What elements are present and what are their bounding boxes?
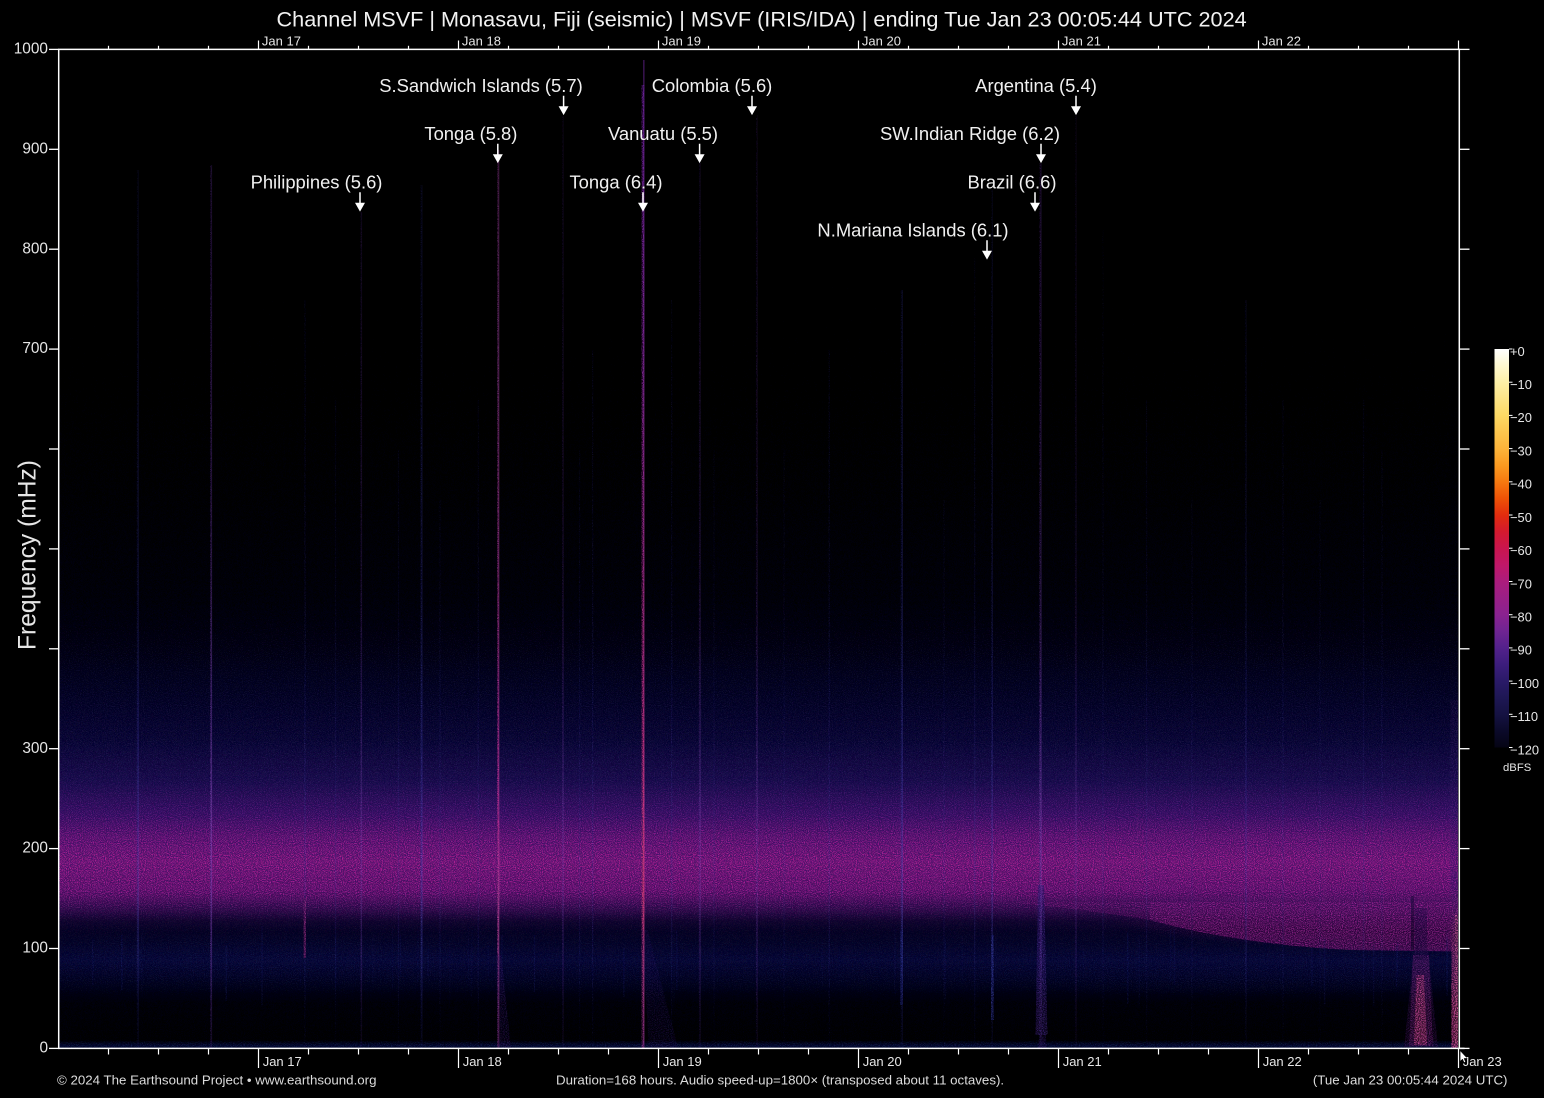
svg-text:−120: −120 bbox=[1510, 742, 1539, 757]
svg-text:© 2024 The Earthsound Project: © 2024 The Earthsound Project • www.eart… bbox=[57, 1073, 376, 1088]
svg-text:Jan 17: Jan 17 bbox=[262, 34, 301, 49]
svg-text:Jan 19: Jan 19 bbox=[663, 1054, 702, 1069]
svg-text:Jan 22: Jan 22 bbox=[1263, 1054, 1302, 1069]
svg-text:Duration=168 hours. Audio spee: Duration=168 hours. Audio speed-up=1800×… bbox=[556, 1073, 1004, 1088]
svg-text:Jan 20: Jan 20 bbox=[863, 1054, 902, 1069]
svg-text:Jan 21: Jan 21 bbox=[1062, 34, 1101, 49]
svg-text:Jan 21: Jan 21 bbox=[1063, 1054, 1102, 1069]
svg-text:800: 800 bbox=[22, 240, 48, 257]
svg-text:200: 200 bbox=[22, 840, 48, 857]
svg-text:Brazil (6.6): Brazil (6.6) bbox=[968, 172, 1057, 193]
svg-text:Jan 22: Jan 22 bbox=[1262, 34, 1301, 49]
svg-text:Jan 20: Jan 20 bbox=[862, 34, 901, 49]
svg-text:Tonga (5.8): Tonga (5.8) bbox=[424, 123, 517, 144]
svg-text:+0: +0 bbox=[1510, 344, 1525, 359]
svg-text:Jan 18: Jan 18 bbox=[463, 1054, 502, 1069]
svg-text:Jan 17: Jan 17 bbox=[263, 1054, 302, 1069]
svg-text:dBFS: dBFS bbox=[1503, 762, 1532, 774]
svg-text:−20: −20 bbox=[1510, 410, 1532, 425]
svg-text:−80: −80 bbox=[1510, 610, 1532, 625]
svg-text:300: 300 bbox=[22, 740, 48, 757]
svg-text:S.Sandwich Islands (5.7): S.Sandwich Islands (5.7) bbox=[379, 75, 582, 96]
svg-text:(Tue Jan 23 00:05:44 2024 UTC): (Tue Jan 23 00:05:44 2024 UTC) bbox=[1313, 1073, 1508, 1088]
svg-text:−100: −100 bbox=[1510, 676, 1539, 691]
svg-text:N.Mariana Islands (6.1): N.Mariana Islands (6.1) bbox=[817, 220, 1008, 241]
svg-text:−90: −90 bbox=[1510, 643, 1532, 658]
svg-text:−70: −70 bbox=[1510, 576, 1532, 591]
svg-text:Frequency (mHz): Frequency (mHz) bbox=[15, 460, 42, 650]
svg-text:100: 100 bbox=[22, 940, 48, 957]
svg-text:Jan 23: Jan 23 bbox=[1463, 1054, 1502, 1069]
svg-text:Argentina (5.4): Argentina (5.4) bbox=[975, 75, 1097, 96]
svg-text:900: 900 bbox=[22, 140, 48, 157]
svg-text:Tonga (6.4): Tonga (6.4) bbox=[569, 172, 662, 193]
svg-text:Jan 19: Jan 19 bbox=[662, 34, 701, 49]
svg-text:Philippines (5.6): Philippines (5.6) bbox=[251, 172, 383, 193]
svg-text:−10: −10 bbox=[1510, 377, 1532, 392]
svg-text:−30: −30 bbox=[1510, 443, 1532, 458]
svg-text:−50: −50 bbox=[1510, 510, 1532, 525]
svg-text:0: 0 bbox=[39, 1040, 48, 1057]
svg-text:−60: −60 bbox=[1510, 543, 1532, 558]
svg-text:Jan 18: Jan 18 bbox=[462, 34, 501, 49]
svg-text:Channel MSVF | Monasavu, Fiji: Channel MSVF | Monasavu, Fiji (seismic) … bbox=[277, 7, 1247, 32]
svg-text:700: 700 bbox=[22, 340, 48, 357]
svg-text:Vanuatu (5.5): Vanuatu (5.5) bbox=[608, 123, 718, 144]
svg-text:Colombia (5.6): Colombia (5.6) bbox=[652, 75, 773, 96]
svg-text:1000: 1000 bbox=[14, 41, 48, 58]
svg-text:−110: −110 bbox=[1510, 709, 1538, 724]
svg-text:−40: −40 bbox=[1510, 477, 1532, 492]
svg-text:SW.Indian Ridge (6.2): SW.Indian Ridge (6.2) bbox=[880, 123, 1060, 144]
